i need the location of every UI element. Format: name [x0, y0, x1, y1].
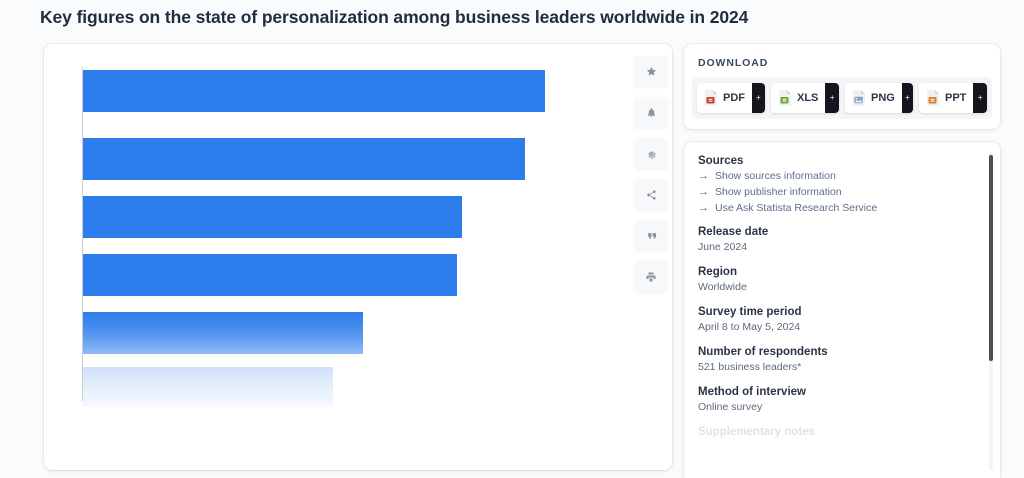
page-title: Key figures on the state of personalizat…	[40, 7, 749, 27]
chart-footer: © Statista 2025 i Additional Information…	[44, 400, 672, 470]
chart-card: © Statista 2025 i Additional Information…	[44, 44, 672, 470]
ppt-file-icon	[926, 90, 940, 106]
download-png-dropdown[interactable]: +	[901, 83, 913, 113]
chart-toolbar	[634, 56, 670, 292]
download-card: DOWNLOAD PDF + XLS +	[684, 44, 1000, 129]
download-xls-dropdown[interactable]: +	[825, 83, 839, 113]
download-xls-button[interactable]: XLS +	[771, 83, 839, 113]
arrow-right-icon: →	[698, 169, 709, 182]
release-date-heading: Release date	[698, 226, 769, 238]
arrow-right-icon: →	[698, 201, 709, 214]
download-pdf-label: PDF	[723, 92, 745, 104]
ask-statista-research-service-link[interactable]: → Use Ask Statista Research Service	[698, 202, 976, 214]
download-ppt-button[interactable]: PPT +	[919, 83, 987, 113]
show-publisher-information-link[interactable]: → Show publisher information	[698, 186, 976, 198]
print-icon	[645, 271, 657, 283]
download-button-group: PDF + XLS + PNG	[692, 77, 992, 119]
release-date-value: June 2024	[698, 241, 748, 253]
download-ppt-label: PPT	[945, 92, 967, 104]
download-png-label: PNG	[871, 92, 895, 104]
xls-file-icon	[778, 90, 792, 106]
quote-icon	[646, 231, 657, 241]
chart-bar	[83, 138, 525, 180]
sources-heading: Sources	[698, 155, 744, 167]
cite-button[interactable]	[634, 220, 668, 251]
chart-bar	[83, 312, 363, 354]
download-pdf-button[interactable]: PDF +	[697, 83, 765, 113]
chart-plot-area	[44, 44, 672, 470]
gear-icon	[645, 148, 657, 160]
download-pdf-dropdown[interactable]: +	[752, 83, 765, 113]
download-xls-label: XLS	[797, 92, 819, 104]
chart-bar	[83, 70, 545, 112]
chart-bar	[83, 254, 457, 296]
region-heading: Region	[698, 266, 737, 278]
sources-scrollbar-thumb[interactable]	[989, 155, 993, 361]
number-of-respondents-heading: Number of respondents	[698, 346, 828, 358]
sources-card: Sources → Show sources information → Sho…	[684, 142, 1000, 478]
chart-bar	[83, 196, 462, 238]
number-of-respondents-value: 521 business leaders*	[698, 361, 802, 373]
download-xls-main[interactable]: XLS	[771, 83, 825, 113]
png-file-icon	[852, 90, 866, 106]
sources-link-list: → Show sources information → Show publis…	[698, 170, 976, 214]
show-publisher-information-label: Show publisher information	[715, 186, 842, 198]
sources-content: Sources → Show sources information → Sho…	[684, 142, 1000, 478]
method-of-interview-heading: Method of interview	[698, 386, 806, 398]
arrow-right-icon: →	[698, 185, 709, 198]
share-icon	[646, 189, 657, 201]
pdf-file-icon	[704, 90, 718, 106]
star-icon	[646, 66, 657, 77]
download-png-main[interactable]: PNG	[845, 83, 902, 113]
survey-time-period-heading: Survey time period	[698, 306, 802, 318]
bell-icon	[646, 107, 657, 119]
method-of-interview-value: Online survey	[698, 401, 763, 413]
download-heading: DOWNLOAD	[698, 57, 769, 69]
settings-button[interactable]	[634, 138, 668, 169]
alert-button[interactable]	[634, 97, 668, 128]
favorite-button[interactable]	[634, 56, 668, 87]
show-sources-information-label: Show sources information	[715, 170, 836, 182]
download-ppt-dropdown[interactable]: +	[973, 83, 987, 113]
chart-bar	[83, 367, 333, 407]
print-button[interactable]	[634, 261, 668, 292]
download-pdf-main[interactable]: PDF	[697, 83, 752, 113]
download-ppt-main[interactable]: PPT	[919, 83, 973, 113]
share-button[interactable]	[634, 179, 668, 210]
chart-y-axis-line	[82, 67, 83, 401]
ask-statista-research-service-label: Use Ask Statista Research Service	[715, 202, 878, 214]
download-png-button[interactable]: PNG +	[845, 83, 913, 113]
show-sources-information-link[interactable]: → Show sources information	[698, 170, 976, 182]
sources-partial-row: Supplementary notes	[698, 426, 815, 438]
region-value: Worldwide	[698, 281, 747, 293]
survey-time-period-value: April 8 to May 5, 2024	[698, 321, 801, 333]
